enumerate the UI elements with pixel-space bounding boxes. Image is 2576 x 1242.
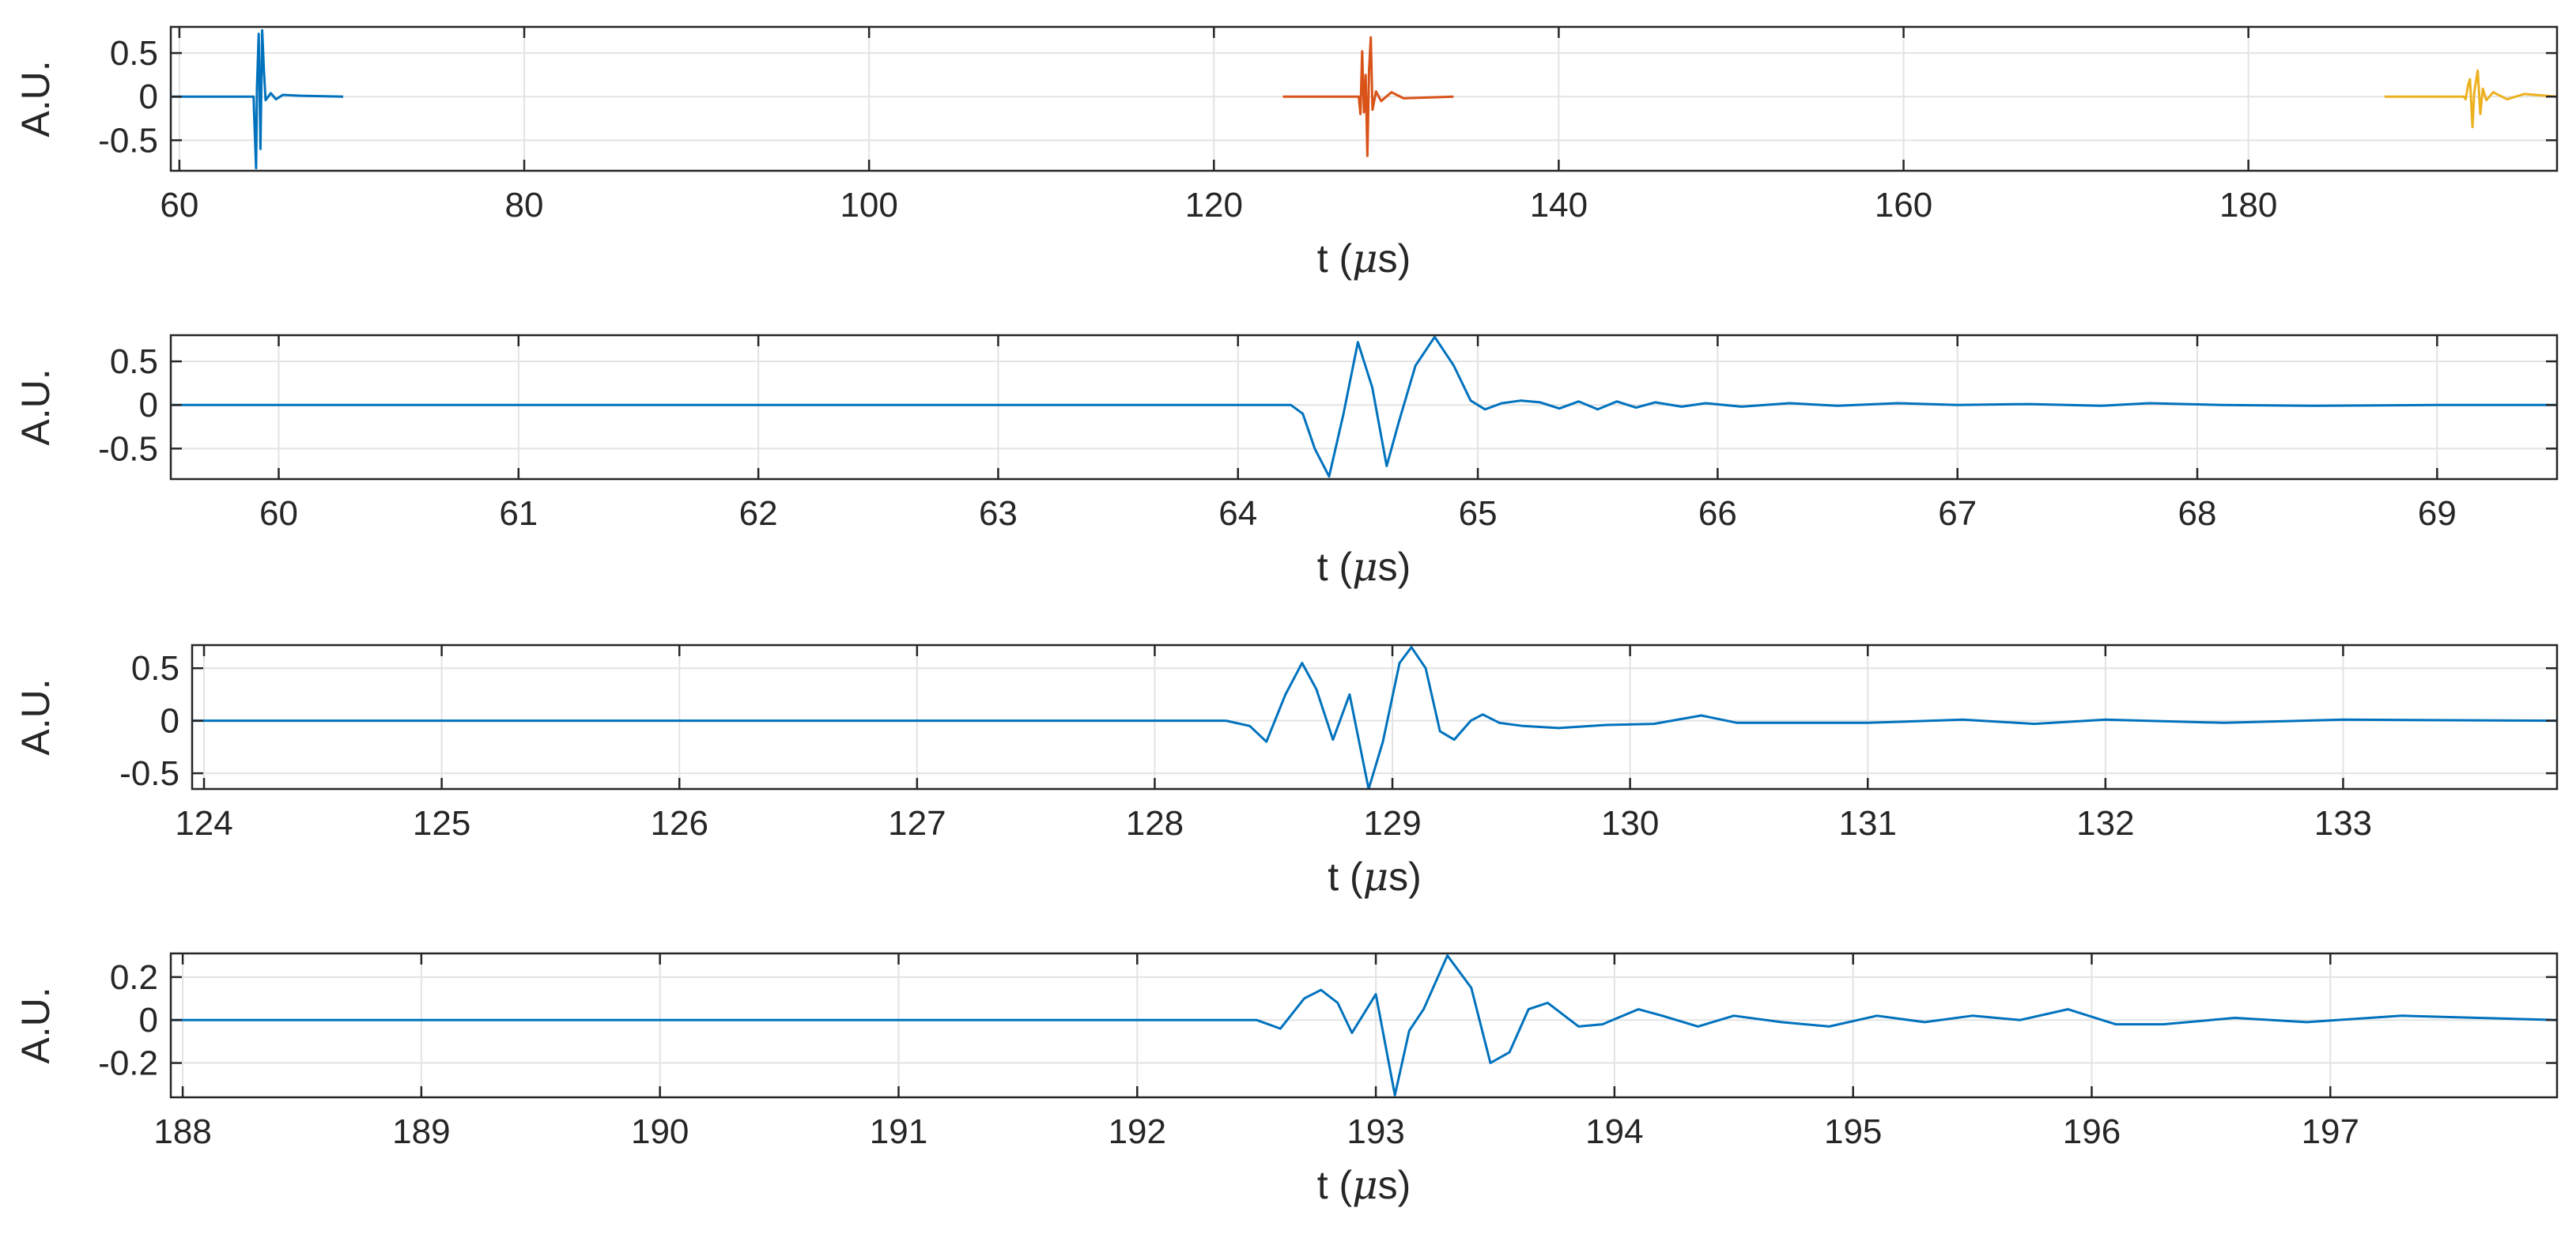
x-tick-label: 196	[2063, 1112, 2121, 1151]
x-axis-label: t (μs)	[1317, 236, 1411, 281]
x-tick-label: 133	[2314, 804, 2372, 843]
y-tick-label: -0.2	[98, 1044, 158, 1083]
x-tick-label: 63	[979, 494, 1018, 533]
subplot-4: 188 189 190 191 192 193 194 195 196 197 0.2 0 -0.2 t …	[13, 952, 2559, 1208]
x-tick-label: 197	[2302, 1112, 2359, 1151]
y-tick-label: -0.5	[98, 429, 158, 468]
y-tick-label: -0.5	[98, 121, 158, 160]
y-tick-label: 0.5	[110, 34, 158, 73]
y-tick-label: 0	[139, 1001, 158, 1040]
x-tick-label: 127	[888, 804, 946, 843]
x-tick-label: 194	[1585, 1112, 1643, 1151]
series-line-3	[2384, 69, 2557, 129]
x-tick-label: 124	[175, 804, 232, 843]
x-tick-label: 80	[505, 186, 544, 225]
x-tick-label: 60	[160, 186, 198, 225]
x-tick-label: 188	[153, 1112, 211, 1151]
subplot-3: 124 125 126 127 128 129 130 131 132 133 0.5 0 -0.5 t …	[13, 644, 2559, 900]
y-tick-label: 0.2	[110, 958, 158, 997]
series-line-1	[192, 646, 2557, 789]
x-tick-label: 100	[840, 186, 897, 225]
subplot-1: 60 80 100 120 140 160 180 0.5 0 -0.5 t (μs) A.U.	[13, 25, 2559, 281]
x-tick-label: 60	[259, 494, 298, 533]
x-tick-label: 64	[1218, 494, 1257, 533]
x-axis-label: t (μs)	[1317, 544, 1411, 590]
y-axis-label: A.U.	[13, 987, 58, 1063]
x-tick-label: 66	[1698, 494, 1737, 533]
x-tick-label: 69	[2418, 494, 2457, 533]
x-tick-label: 180	[2219, 186, 2277, 225]
y-axis-label: A.U.	[13, 60, 58, 137]
x-tick-label: 195	[1824, 1112, 1882, 1151]
x-tick-label: 61	[499, 494, 538, 533]
x-tick-label: 189	[392, 1112, 450, 1151]
axes-frame	[169, 952, 2559, 1099]
axes-frame	[169, 25, 2559, 172]
y-tick-label: 0	[161, 702, 179, 741]
y-tick-label: 0.5	[131, 649, 179, 688]
x-tick-label: 191	[870, 1112, 927, 1151]
series-line-1	[171, 954, 2557, 1097]
x-tick-label: 67	[1938, 494, 1977, 533]
x-tick-label: 126	[651, 804, 708, 843]
x-tick-label: 160	[1875, 186, 1932, 225]
x-tick-label: 120	[1185, 186, 1243, 225]
y-tick-label: -0.5	[119, 754, 179, 793]
subplot-2: 60 61 62 63 64 65 66 67 68 69 0.5 0 -0.5 t (μs) A.U.	[13, 334, 2559, 590]
x-tick-label: 190	[631, 1112, 689, 1151]
x-tick-label: 192	[1109, 1112, 1166, 1151]
x-tick-label: 125	[413, 804, 470, 843]
x-axis-label: t (μs)	[1317, 1162, 1411, 1208]
series-line-2	[1282, 36, 1454, 157]
axes-frame	[191, 644, 2559, 791]
x-tick-label: 65	[1459, 494, 1498, 533]
y-tick-label: 0	[139, 386, 158, 425]
y-axis-label: A.U.	[13, 678, 58, 755]
y-axis-label: A.U.	[13, 368, 58, 445]
axes-frame	[169, 334, 2559, 481]
y-tick-label: 0	[139, 77, 158, 116]
x-tick-label: 193	[1347, 1112, 1404, 1151]
x-tick-label: 132	[2076, 804, 2134, 843]
x-tick-label: 128	[1126, 804, 1184, 843]
y-tick-label: 0.5	[110, 342, 158, 381]
x-tick-label: 129	[1363, 804, 1421, 843]
x-tick-label: 140	[1530, 186, 1588, 225]
x-tick-label: 130	[1601, 804, 1659, 843]
series-line-1	[171, 335, 2557, 478]
series-line-1	[171, 28, 344, 170]
x-axis-label: t (μs)	[1328, 854, 1422, 900]
x-tick-label: 131	[1839, 804, 1897, 843]
x-tick-label: 68	[2178, 494, 2217, 533]
x-tick-label: 62	[739, 494, 778, 533]
